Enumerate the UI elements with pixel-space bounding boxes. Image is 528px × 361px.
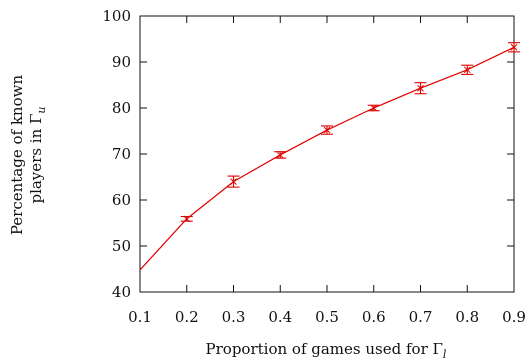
error-bar <box>321 125 333 135</box>
plot-frame <box>139 15 515 293</box>
error-bar <box>227 175 240 188</box>
x-axis-label: Proportion of games used for Γl <box>206 340 447 361</box>
x-tick-label: 0.8 <box>455 308 479 326</box>
y-tick-label: 90 <box>112 53 131 71</box>
data-point <box>183 215 191 223</box>
data-point <box>417 84 424 92</box>
x-tick-label: 0.6 <box>362 308 386 326</box>
data-point <box>323 126 331 134</box>
y-axis-label-line2: players in Γu <box>27 106 48 203</box>
x-tick-label: 0.7 <box>409 308 433 326</box>
x-tick-label: 0.4 <box>268 308 292 326</box>
y-tick-label: 50 <box>112 237 131 255</box>
y-axis-label-line1: Percentage of known <box>8 75 26 236</box>
x-tick-label: 0.3 <box>222 308 246 326</box>
y-axis: 40 50 60 70 80 90 100 <box>102 7 514 301</box>
y-tick-label: 40 <box>112 283 131 301</box>
data-point <box>230 178 237 185</box>
y-tick-label: 60 <box>112 191 131 209</box>
series-layer <box>139 42 520 271</box>
y-tick-label: 70 <box>112 145 131 163</box>
x-axis: 0.1 0.2 0.3 0.4 0.5 0.6 0.7 0.8 0.9 <box>128 16 526 326</box>
data-point <box>276 151 284 159</box>
error-bar <box>461 64 474 75</box>
data-point <box>510 43 518 51</box>
x-tick-label: 0.5 <box>315 308 339 326</box>
error-bar <box>180 215 193 223</box>
x-tick-label: 0.1 <box>128 308 152 326</box>
x-tick-label: 0.9 <box>502 308 526 326</box>
x-tick-label: 0.2 <box>175 308 199 326</box>
y-tick-label: 80 <box>112 99 131 117</box>
error-bar <box>414 82 427 95</box>
data-point <box>463 66 471 74</box>
y-tick-label: 100 <box>102 7 131 25</box>
data-point <box>370 104 378 112</box>
error-bar <box>367 104 380 112</box>
plot-border <box>139 15 515 293</box>
series-line <box>139 46 515 271</box>
error-bar <box>508 42 520 53</box>
error-bar <box>274 151 287 159</box>
